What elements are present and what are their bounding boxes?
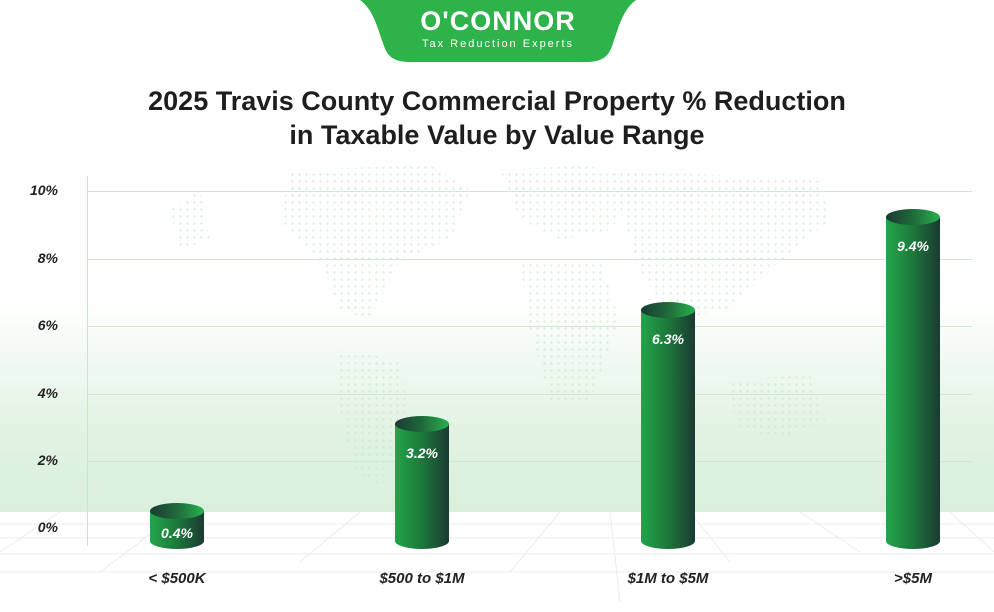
y-tick-10: 10% <box>29 182 58 198</box>
bar-cap <box>395 416 449 432</box>
bar-value-label: 0.4% <box>161 525 193 541</box>
world-map-dots <box>170 165 830 490</box>
gridline-4 <box>88 394 972 395</box>
bar-body <box>641 310 695 541</box>
gridline-6 <box>88 326 972 327</box>
x-label-500-to-1m: $500 to $1M <box>379 570 465 587</box>
brand-tagline: Tax Reduction Experts <box>421 38 575 50</box>
bar-cap <box>886 209 940 225</box>
bar-under-500k[interactable]: 0.4% <box>150 503 204 549</box>
gridline-10 <box>88 191 972 192</box>
x-label-under-500k: < $500K <box>148 570 206 587</box>
chart-title: 2025 Travis County Commercial Property %… <box>0 84 994 152</box>
y-tick-4: 4% <box>37 385 58 401</box>
y-tick-8: 8% <box>37 250 58 266</box>
bar-over-5m[interactable]: 9.4% <box>886 209 940 549</box>
brand-name: O'CONNOR <box>420 6 576 36</box>
y-tick-6: 6% <box>37 317 58 333</box>
bar-cap <box>150 503 204 519</box>
y-axis-line <box>87 176 88 546</box>
y-tick-2: 2% <box>37 452 58 468</box>
y-tick-0: 0% <box>37 519 58 535</box>
bar-value-label: 9.4% <box>897 238 929 254</box>
bar-value-label: 6.3% <box>652 331 684 347</box>
chart-title-line-2: in Taxable Value by Value Range <box>289 120 705 150</box>
chart-title-line-1: 2025 Travis County Commercial Property %… <box>148 86 846 116</box>
x-label-1m-to-5m: $1M to $5M <box>627 570 709 587</box>
bar-500-to-1m[interactable]: 3.2% <box>395 416 449 549</box>
bar-cap <box>641 302 695 318</box>
bar-body <box>886 217 940 541</box>
x-label-over-5m: >$5M <box>894 570 932 587</box>
brand-logo[interactable]: O'CONNOR Tax Reduction Experts <box>360 0 636 62</box>
bar-body <box>395 424 449 541</box>
background-gradient <box>0 300 994 512</box>
bar-1m-to-5m[interactable]: 6.3% <box>641 302 695 549</box>
logo-badge-shape <box>360 0 636 62</box>
bar-value-label: 3.2% <box>406 445 438 461</box>
gridline-2 <box>88 461 972 462</box>
gridline-8 <box>88 259 972 260</box>
